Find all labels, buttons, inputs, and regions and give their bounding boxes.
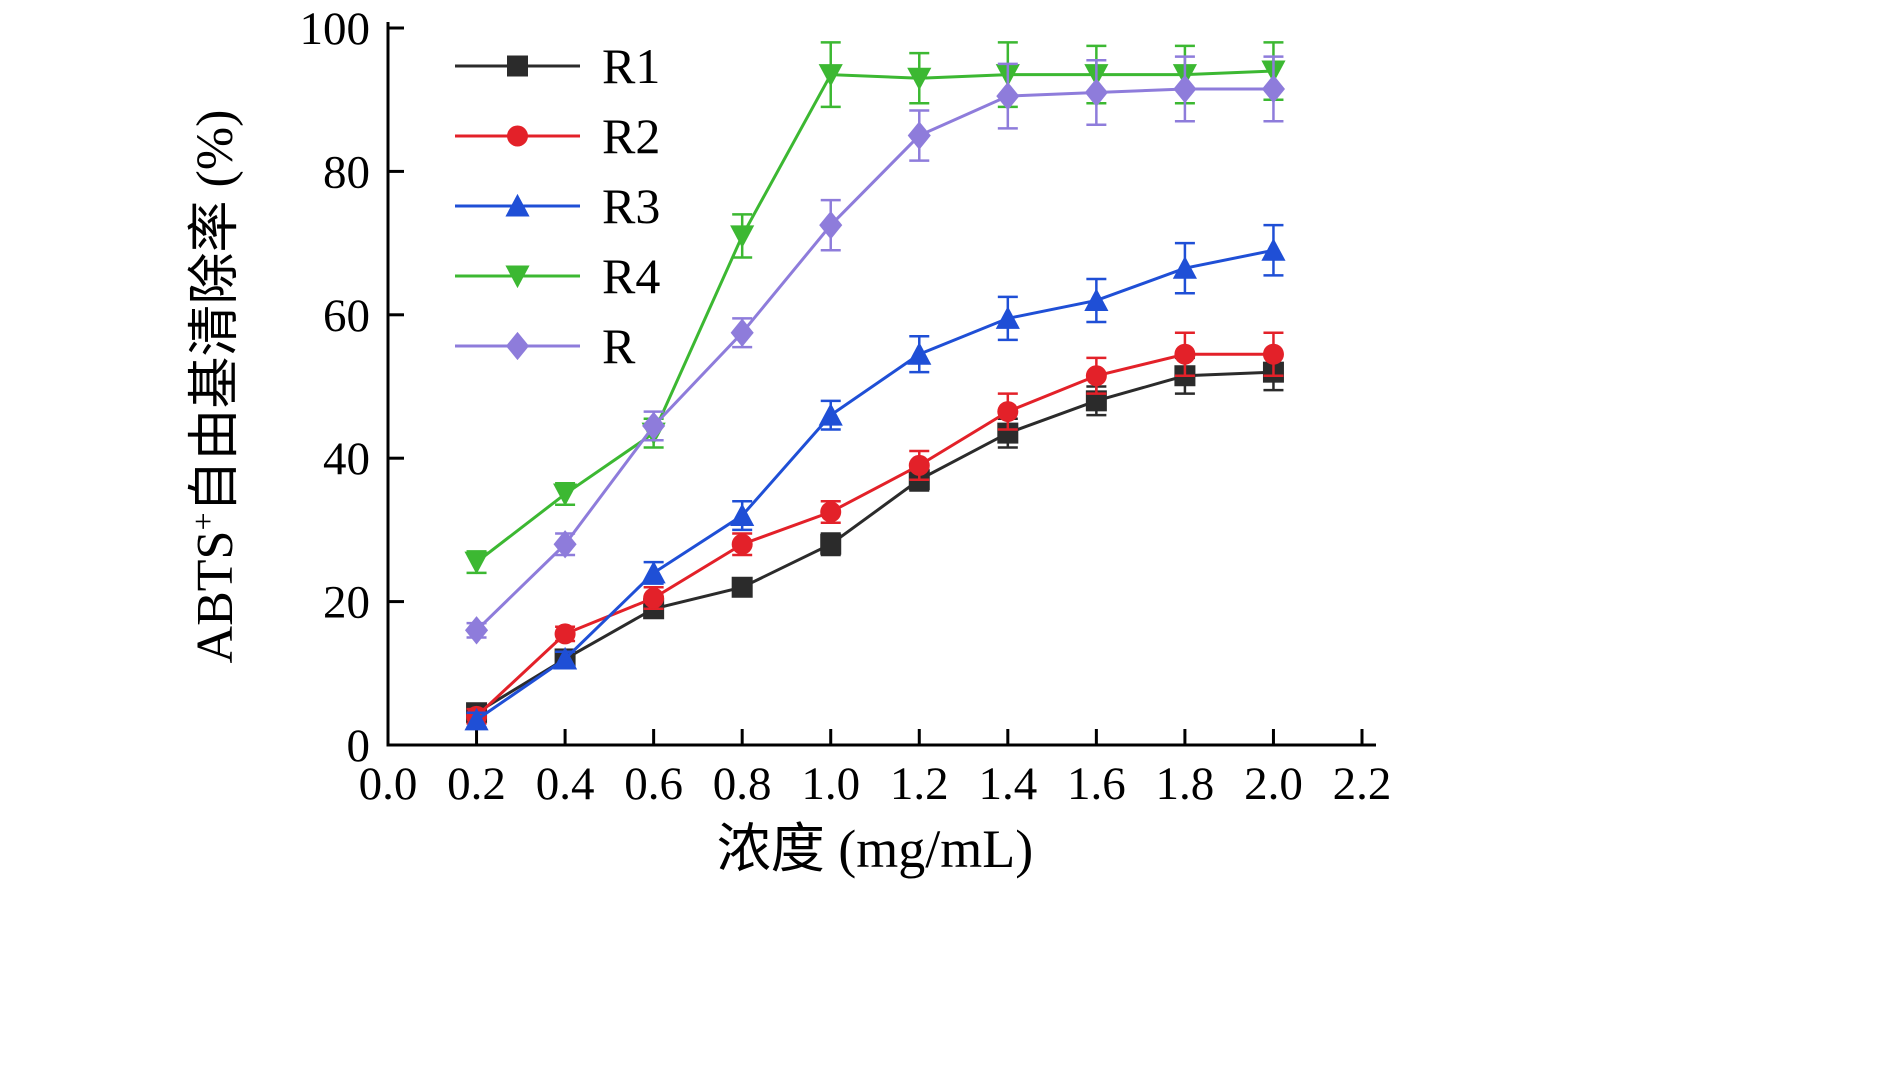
- x-tick-label: 0.8: [713, 758, 772, 810]
- data-point-marker: [907, 342, 932, 365]
- data-point-marker: [818, 403, 843, 426]
- x-tick-label: 0.2: [447, 758, 506, 810]
- legend-label: R1: [602, 38, 660, 94]
- series-line: [475, 87, 1274, 632]
- legend-label: R: [602, 318, 636, 374]
- legend-marker-icon: [505, 331, 530, 361]
- x-tick-label: 2.0: [1244, 758, 1303, 810]
- data-point-marker: [1084, 288, 1109, 311]
- series-R3: [464, 223, 1286, 731]
- data-point-marker: [995, 306, 1020, 329]
- data-point-marker: [907, 121, 931, 150]
- y-axis-ticks: 0 20 40 60 80 100: [300, 3, 404, 772]
- series-line: [475, 370, 1274, 715]
- data-point-marker: [731, 533, 753, 555]
- legend-label: R4: [602, 248, 660, 304]
- series-R4: [464, 41, 1286, 575]
- data-point-marker: [818, 64, 843, 87]
- series-R1: [466, 352, 1284, 724]
- data-point-marker: [1261, 238, 1286, 261]
- data-point-marker: [730, 503, 755, 527]
- data-point-marker: [907, 67, 932, 91]
- y-tick-label: 40: [323, 433, 370, 485]
- data-point-marker: [730, 225, 755, 249]
- data-point-marker: [553, 483, 578, 507]
- data-point-marker: [1084, 78, 1108, 107]
- legend-marker-icon: [505, 193, 530, 217]
- legend-marker-icon: [505, 265, 530, 289]
- data-point-marker: [641, 560, 666, 584]
- data-point-marker: [820, 533, 842, 555]
- data-point-marker: [820, 501, 842, 523]
- data-point-marker: [464, 616, 489, 645]
- legend-entry-R1: R1: [455, 38, 660, 94]
- data-point-marker: [554, 623, 576, 645]
- data-point-marker: [643, 587, 665, 609]
- x-axis-title: 浓度 (mg/mL): [717, 819, 1033, 879]
- x-axis-ticks: 0.0 0.2 0.4 0.6 0.8 1.0 1.2 1.4 1.6 1.8 2.0 2.2: [359, 729, 1392, 810]
- data-point-marker: [464, 551, 489, 575]
- x-tick-label: 1.8: [1156, 758, 1215, 810]
- data-point-marker: [730, 318, 754, 347]
- legend-entry-R2: R2: [455, 108, 660, 164]
- y-tick-label: 100: [300, 3, 371, 55]
- legend-entry-R3: R3: [455, 178, 660, 234]
- x-tick-label: 2.2: [1333, 758, 1392, 810]
- data-point-marker: [464, 707, 489, 731]
- legend: R1 R2 R3 R4 R: [455, 38, 660, 374]
- legend-label: R3: [602, 178, 660, 234]
- series-line: [475, 69, 1274, 564]
- x-tick-label: 1.0: [801, 758, 860, 810]
- x-tick-label: 0.4: [536, 758, 595, 810]
- data-point-marker: [1262, 343, 1284, 365]
- data-point-marker: [997, 401, 1019, 423]
- data-point-marker: [553, 646, 578, 670]
- data-point-marker: [1173, 74, 1197, 104]
- x-tick-label: 1.2: [890, 758, 949, 810]
- y-axis-title: ABTS+自由基清除率 (%): [185, 110, 244, 664]
- series-line: [475, 352, 1274, 718]
- y-tick-label: 20: [323, 577, 370, 629]
- data-point-marker: [1085, 390, 1107, 412]
- series-R2: [466, 331, 1284, 727]
- data-point-marker: [996, 81, 1020, 111]
- y-tick-label: 0: [347, 720, 371, 772]
- axes: [386, 22, 1376, 747]
- data-point-marker: [908, 454, 930, 476]
- legend-entry-R4: R4: [455, 248, 660, 304]
- x-tick-label: 0.0: [359, 758, 418, 810]
- data-point-marker: [1261, 74, 1286, 104]
- series-line: [475, 248, 1274, 722]
- data-point-marker: [997, 422, 1019, 444]
- data-point-marker: [1174, 343, 1196, 365]
- y-tick-label: 80: [323, 146, 370, 198]
- series-R: [464, 55, 1286, 645]
- x-tick-label: 1.6: [1067, 758, 1126, 810]
- y-tick-label: 60: [323, 290, 370, 342]
- data-point-marker: [1085, 365, 1107, 387]
- legend-label: R2: [602, 108, 660, 164]
- data-point-marker: [553, 530, 577, 559]
- data-point-marker: [642, 411, 666, 441]
- data-point-marker: [731, 576, 753, 598]
- legend-marker-icon: [507, 125, 528, 147]
- x-tick-label: 0.6: [624, 758, 683, 810]
- data-point-marker: [819, 211, 843, 240]
- data-point-marker: [1172, 256, 1197, 279]
- x-tick-label: 1.4: [978, 758, 1037, 810]
- legend-marker-icon: [507, 55, 528, 77]
- legend-entry-R: R: [455, 318, 636, 374]
